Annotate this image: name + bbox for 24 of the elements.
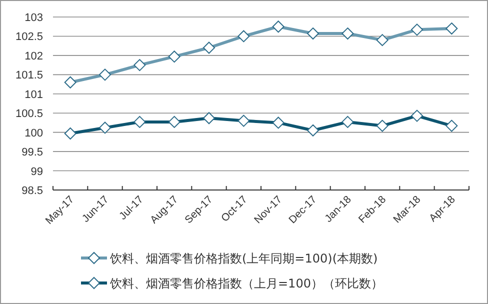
point [411, 110, 423, 122]
point [134, 116, 146, 128]
y-tick-label: 100 [24, 127, 43, 140]
legend-label: 饮料、烟酒零售价格指数（上月=100）（环比数） [109, 276, 383, 290]
legend-label: 饮料、烟酒零售价格指数(上年同期=100)(本期数) [109, 252, 378, 266]
y-tick-label: 100.5 [15, 108, 43, 120]
y-tick-label: 102 [24, 50, 43, 62]
y-tick-label: 101 [24, 88, 43, 101]
point [272, 116, 284, 129]
point [342, 116, 354, 128]
point [376, 120, 388, 132]
y-tick-label: 101.5 [15, 70, 43, 82]
y-tick-label: 103 [24, 12, 43, 24]
point [99, 122, 111, 134]
y-tick-label: 99 [30, 166, 43, 178]
point [446, 120, 458, 132]
y-tick-label: 102.5 [15, 31, 43, 44]
point [307, 124, 319, 136]
point [168, 116, 180, 128]
point [203, 112, 215, 124]
point [64, 127, 76, 140]
y-tick-label: 98.5 [22, 185, 43, 197]
point [238, 114, 250, 127]
y-tick-label: 99.5 [22, 146, 43, 159]
